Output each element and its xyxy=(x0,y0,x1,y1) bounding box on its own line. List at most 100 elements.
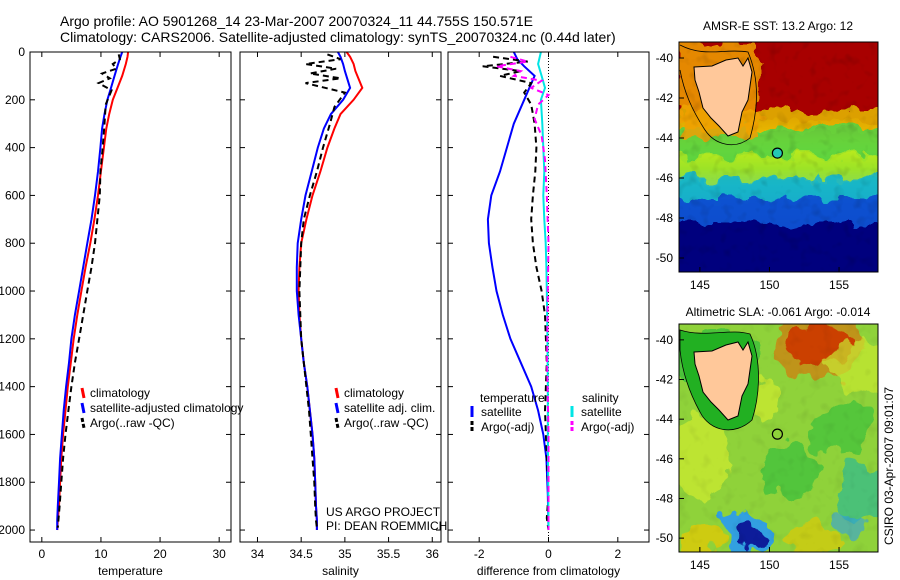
figure-title-line1: Argo profile: AO 5901268_14 23-Mar-2007 … xyxy=(60,13,533,29)
salinity-series-2 xyxy=(298,53,347,528)
sla-map-argo-marker xyxy=(771,428,784,440)
difference-legend-label-1-1: Argo(-adj) xyxy=(581,420,634,434)
salinity-series-0 xyxy=(297,52,364,530)
temperature-xtick-label: 30 xyxy=(212,547,226,561)
depth-tick-label: 200 xyxy=(5,93,25,107)
project-note-line1: US ARGO PROJECT xyxy=(326,505,441,519)
sst-map-panel xyxy=(678,41,879,273)
profile-panel-difference: -2 0 2 difference from climatology temperatu… xyxy=(447,51,650,578)
difference-series-0 xyxy=(486,52,550,531)
temperature-legend-swatch-2 xyxy=(80,417,86,429)
credit-text: CSIRO 03-Apr-2007 09:01:07 xyxy=(882,387,896,545)
temperature-xtick-label: 10 xyxy=(94,547,108,561)
depth-tick-label: 400 xyxy=(5,141,25,155)
sst-map-contour xyxy=(679,44,757,146)
difference-legend-label-0-1: Argo(-adj) xyxy=(481,420,534,434)
sst-map-argo-marker xyxy=(771,147,784,159)
sst-map-ytick-label: -44 xyxy=(656,131,674,145)
difference-series-1 xyxy=(482,55,550,531)
difference-xtick-label: 0 xyxy=(545,547,552,561)
temperature-xtick-label: 20 xyxy=(153,547,167,561)
salinity-series-group xyxy=(295,52,364,530)
temperature-legend-label-0: climatology xyxy=(90,386,150,400)
salinity-legend-label-1: satellite adj. clim. xyxy=(344,401,435,415)
sst-map-ytick-label: -46 xyxy=(656,171,674,185)
temperature-legend-label-1: satellite-adjusted climatology xyxy=(90,401,243,415)
profile-panel-salinity: 34 34.5 35 35.5 36 salinity climatologysatelli… xyxy=(239,51,442,578)
temperature-legend-swatch-0 xyxy=(80,387,86,399)
difference-xtick-label: 2 xyxy=(614,547,621,561)
temperature-frame xyxy=(29,51,232,543)
sla-map-ytick-label: -40 xyxy=(656,333,674,347)
sla-map-ytick-label: -48 xyxy=(656,491,674,505)
sst-map-ytick-label: -50 xyxy=(656,251,674,265)
sst-map-title: AMSR-E SST: 13.2 Argo: 12 xyxy=(703,19,853,33)
sla-map-ytick-label: -46 xyxy=(656,452,674,466)
salinity-xlabel: salinity xyxy=(322,564,359,578)
temperature-xlabel: temperature xyxy=(98,564,163,578)
difference-xlabel: difference from climatology xyxy=(477,564,620,578)
salinity-xtick-label: 34.5 xyxy=(289,547,313,561)
temperature-series-group xyxy=(56,52,130,531)
figure-title-line2: Climatology: CARS2006. Satellite-adjuste… xyxy=(60,29,616,45)
salinity-series-1 xyxy=(295,52,352,530)
salinity-legend-swatch-2 xyxy=(334,417,340,429)
depth-tick-label: 0 xyxy=(18,45,25,59)
sla-map-ytick-label: -50 xyxy=(656,531,674,545)
difference-legend-label-1-0: satellite xyxy=(581,405,622,419)
salinity-xtick-label: 35 xyxy=(338,547,352,561)
temperature-series-2 xyxy=(56,54,122,528)
sla-map-ytick-label: -44 xyxy=(656,412,674,426)
temperature-series-1 xyxy=(56,52,124,530)
temperature-legend-swatch-1 xyxy=(80,402,86,414)
sst-map-ytick-label: -48 xyxy=(656,211,674,225)
salinity-xtick-label: 36 xyxy=(426,547,440,561)
sla-map-land xyxy=(693,340,753,421)
profile-panel-temperature: 0 10 20 30 0 200 400 600 800 1000 1200 1400 1600 1800… xyxy=(0,45,243,578)
sla-map-field xyxy=(679,324,878,552)
temperature-xtick-label: 0 xyxy=(38,547,45,561)
sla-map-xtick-label: 155 xyxy=(829,558,849,572)
sla-map-ytick-label: -42 xyxy=(656,373,674,387)
sst-map-field xyxy=(679,42,878,272)
sst-map-xtick-label: 145 xyxy=(690,278,710,292)
depth-tick-label: 1800 xyxy=(0,475,25,489)
sla-map-xtick-label: 150 xyxy=(759,558,779,572)
salinity-xtick-label: 34 xyxy=(251,547,265,561)
sst-map-ytick-label: -40 xyxy=(656,51,674,65)
difference-series-3 xyxy=(496,55,551,530)
salinity-legend-label-2: Argo(..raw -QC) xyxy=(344,416,429,430)
difference-legend-label-0-0: satellite xyxy=(481,405,522,419)
depth-tick-label: 1200 xyxy=(0,332,25,346)
difference-legend-title-0: temperature xyxy=(480,391,545,405)
difference-legend: temperaturesatelliteArgo(-adj)salinitysa… xyxy=(470,391,634,434)
sst-map-xtick-label: 150 xyxy=(759,278,779,292)
temperature-series-0 xyxy=(56,52,130,531)
salinity-legend-label-0: climatology xyxy=(344,386,404,400)
depth-tick-label: 2000 xyxy=(0,523,25,537)
depth-tick-label: 1000 xyxy=(0,284,25,298)
sst-map-ytick-label: -42 xyxy=(656,91,674,105)
salinity-legend-swatch-0 xyxy=(334,387,340,399)
sla-map-xtick-label: 145 xyxy=(690,558,710,572)
depth-tick-label: 800 xyxy=(5,236,25,250)
depth-tick-label: 1600 xyxy=(0,427,25,441)
difference-legend-title-1: salinity xyxy=(582,391,619,405)
difference-series-group xyxy=(482,52,551,531)
salinity-frame xyxy=(239,51,442,543)
sla-map-title: Altimetric SLA: -0.061 Argo: -0.014 xyxy=(686,305,871,319)
project-note-line2: PI: DEAN ROEMMICH xyxy=(326,519,447,533)
salinity-legend-swatch-1 xyxy=(334,402,340,414)
sst-map-xtick-label: 155 xyxy=(829,278,849,292)
difference-xtick-label: -2 xyxy=(474,547,485,561)
difference-series-2 xyxy=(537,52,550,531)
depth-tick-label: 1400 xyxy=(0,380,25,394)
salinity-xtick-label: 35.5 xyxy=(377,547,401,561)
sst-map-land xyxy=(693,56,753,137)
depth-tick-label: 600 xyxy=(5,188,25,202)
sla-map-panel xyxy=(678,323,879,553)
temperature-legend-label-2: Argo(..raw -QC) xyxy=(90,416,175,430)
